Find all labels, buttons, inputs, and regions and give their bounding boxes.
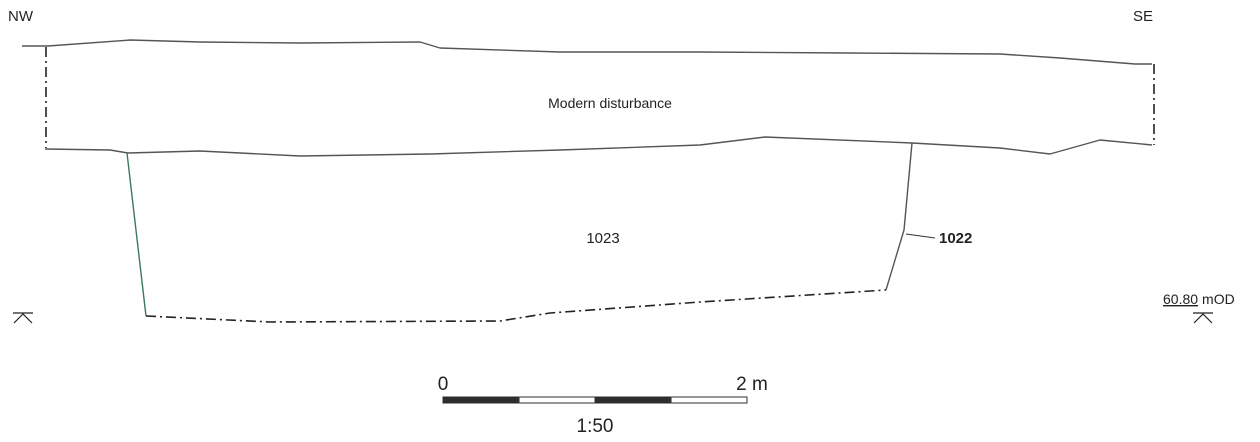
scale-ratio-label: 1:50 xyxy=(577,416,614,437)
orientation-right-label: SE xyxy=(1133,8,1153,25)
cut-side-right xyxy=(885,142,913,291)
ground-surface-line xyxy=(22,39,1152,65)
cut-base-line xyxy=(145,289,887,323)
fill-label: 1023 xyxy=(586,230,619,247)
datum-level-unit: mOD xyxy=(1202,291,1235,307)
cut-label: 1022 xyxy=(939,230,972,247)
disturbance-base-line xyxy=(44,136,1153,157)
layer-label-modern-disturbance: Modern disturbance xyxy=(548,95,672,111)
scale-bar-end-label: 2 m xyxy=(736,374,768,395)
cut-side-left xyxy=(126,152,147,317)
scale-bar-segment-1 xyxy=(442,396,520,404)
orientation-left-label: NW xyxy=(8,8,34,25)
scale-bar-segment-2 xyxy=(518,396,596,404)
cut-leader-line xyxy=(905,233,936,239)
scale-bar-segment-3 xyxy=(594,396,672,404)
scale-bar-start-label: 0 xyxy=(438,374,449,395)
datum-level-value: 60.80 xyxy=(1163,291,1198,307)
scale-bar-segment-4 xyxy=(670,396,748,404)
scale-bar xyxy=(442,396,748,404)
datum-level-label: 60.80 mOD xyxy=(1163,291,1235,307)
datum-marker-right xyxy=(1193,312,1213,324)
datum-marker-left xyxy=(13,312,33,324)
